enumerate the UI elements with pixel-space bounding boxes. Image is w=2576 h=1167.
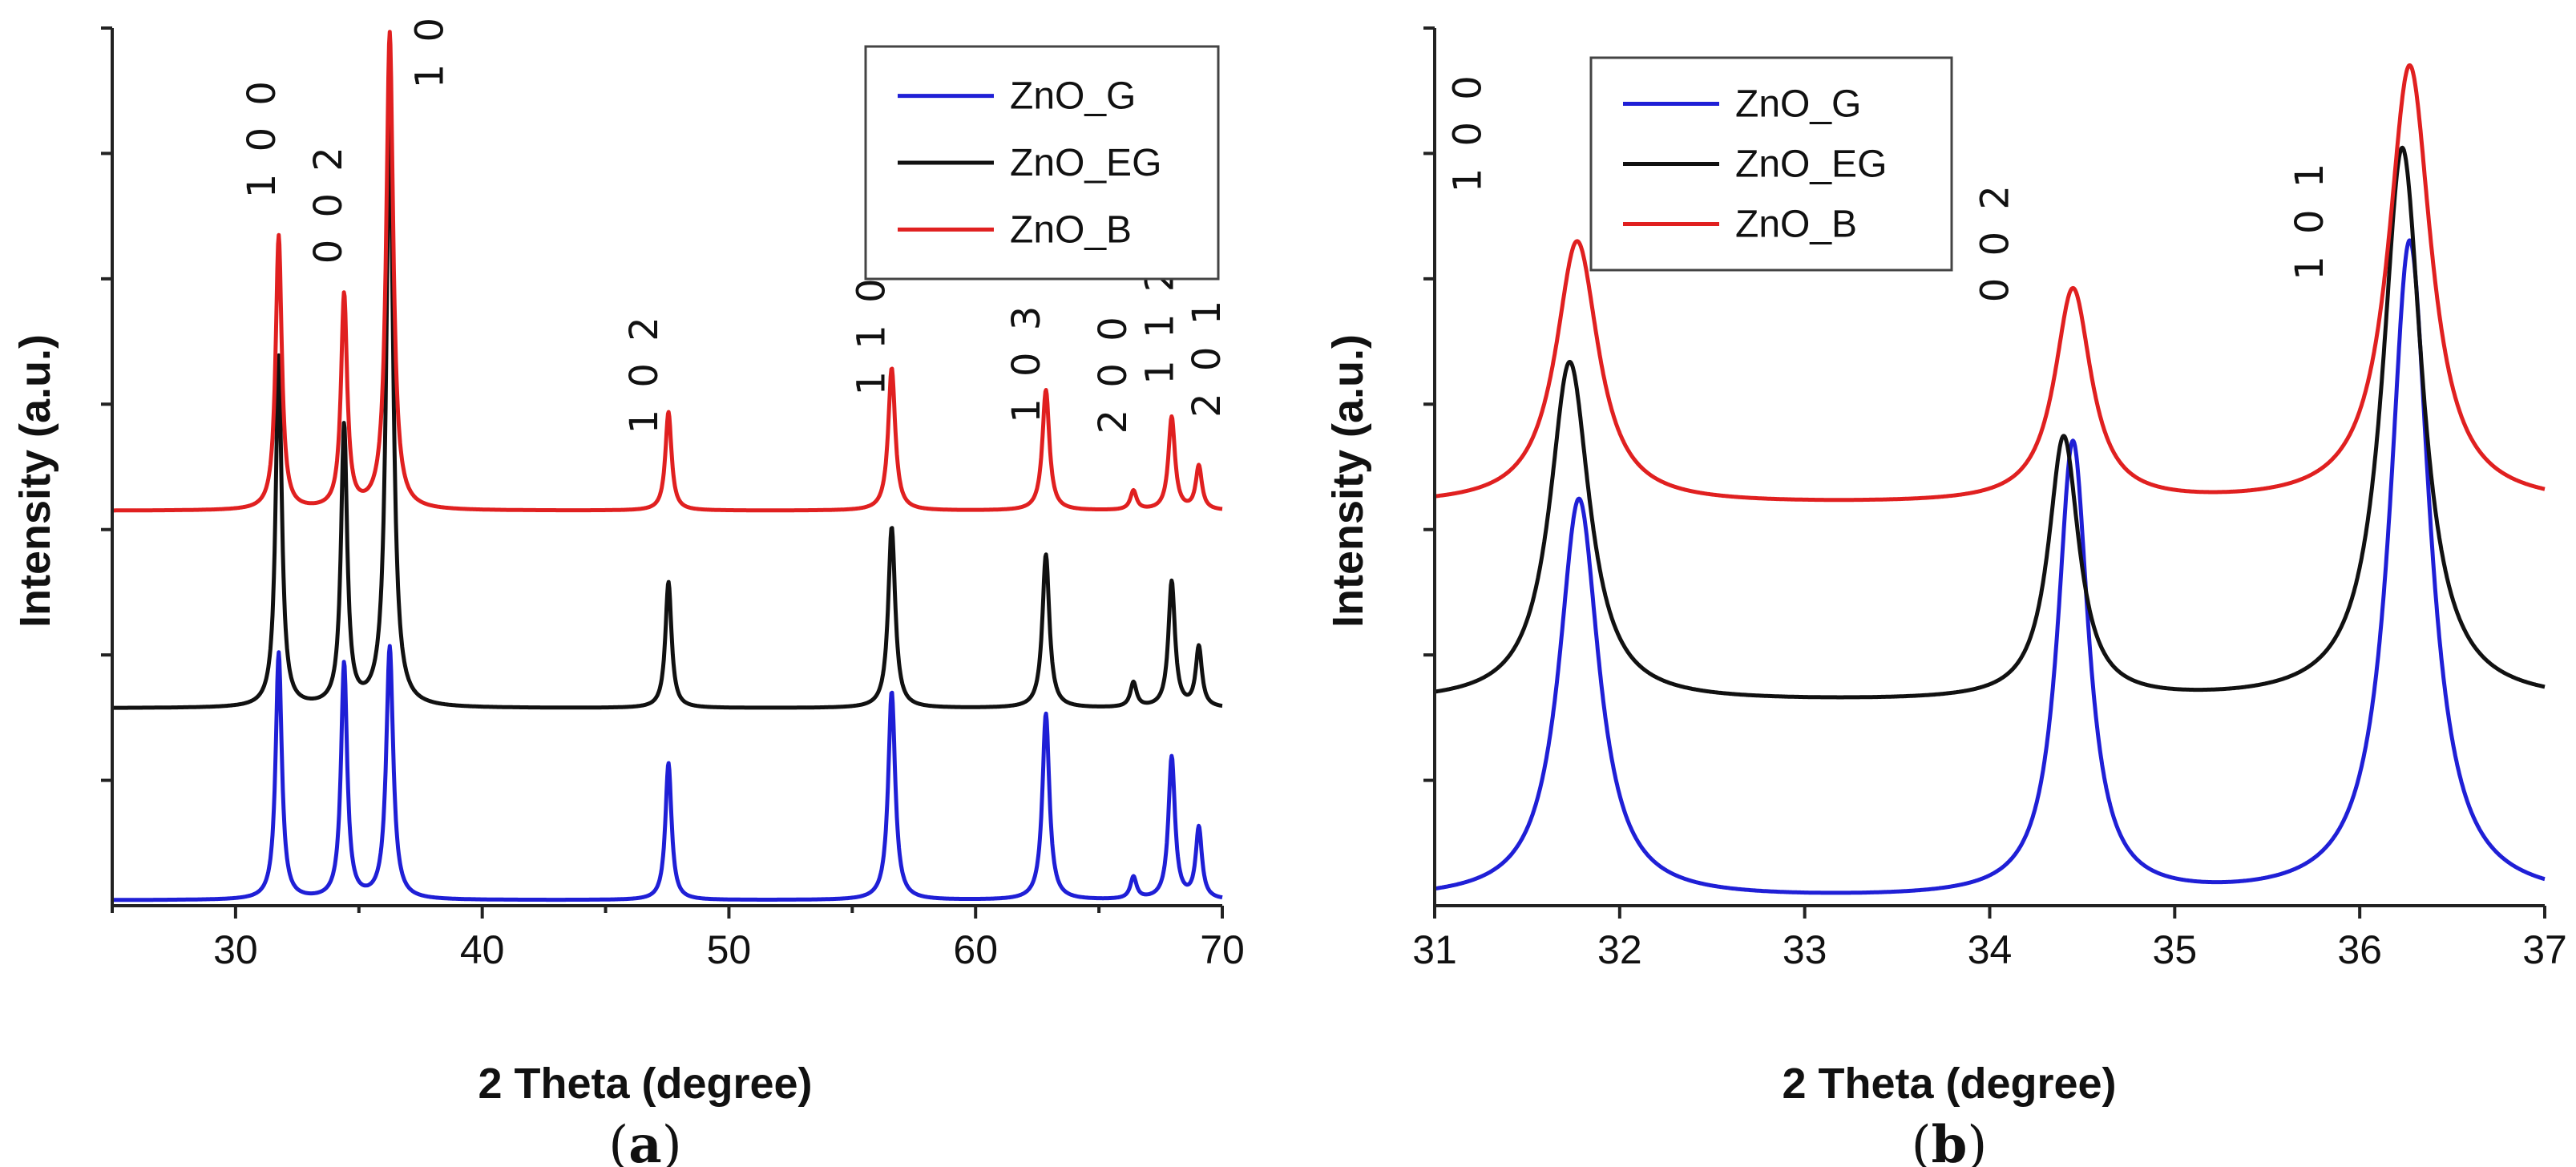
x-tick-label: 34 <box>1968 927 2013 972</box>
series-line-zno-eg <box>111 111 1224 710</box>
legend-entry-label: ZnO_EG <box>1735 143 1887 186</box>
series-group-a <box>111 30 1224 903</box>
x-tick-label: 70 <box>1200 927 1245 972</box>
peak-label: 1 0 1 <box>2287 159 2332 281</box>
x-tick-label: 35 <box>2153 927 2198 972</box>
x-axis-title-b: 2 Theta (degree) <box>1782 1060 2116 1108</box>
legend-entry-label: ZnO_EG <box>1010 142 1161 184</box>
y-axis-title-a: Intensity (a.u.) <box>11 334 59 628</box>
peak-label: 1 1 2 <box>1137 263 1182 385</box>
peak-label: 0 0 2 <box>1973 180 2018 302</box>
x-tick-label: 30 <box>213 927 258 972</box>
x-tick-label: 60 <box>953 927 998 972</box>
y-axis-title-b: Intensity (a.u.) <box>1324 334 1372 628</box>
series-line-zno-b <box>111 30 1224 513</box>
x-tick-label: 33 <box>1783 927 1827 972</box>
axes-b: 31 32 33 34 35 36 37 <box>1412 26 2567 972</box>
x-tick-label: 36 <box>2337 927 2382 972</box>
series-line-zno-eg <box>1433 145 2546 700</box>
panel-label-a: (a) <box>608 1115 681 1167</box>
x-tick-label: 32 <box>1597 927 1642 972</box>
peak-label: 1 0 0 <box>240 76 285 198</box>
x-tick-label: 37 <box>2522 927 2567 972</box>
x-tick-label: 50 <box>707 927 752 972</box>
x-axis-title-a: 2 Theta (degree) <box>478 1060 812 1108</box>
panel-label-b: (b) <box>1912 1115 1988 1167</box>
peak-label: 1 0 0 <box>1446 71 1491 192</box>
x-tick-label: 40 <box>460 927 505 972</box>
series-line-zno-g <box>1433 238 2546 895</box>
peak-label: 2 0 1 <box>1185 296 1229 418</box>
peak-label: 1 0 3 <box>1004 301 1049 423</box>
series-line-zno-g <box>111 644 1224 903</box>
legend-b: ZnO_G ZnO_EG ZnO_B <box>1589 56 1953 272</box>
series-line-zno-b <box>1433 63 2546 503</box>
legend-entry-label: ZnO_B <box>1735 204 1857 246</box>
axes-a: 30 40 50 60 70 <box>101 26 1245 972</box>
x-tick-label: 31 <box>1412 927 1457 972</box>
legend-a: ZnO_G ZnO_EG ZnO_B <box>864 45 1220 281</box>
peak-label: 2 0 0 <box>1091 312 1136 434</box>
peak-label: 1 0 1 <box>407 0 452 88</box>
peak-label: 1 0 2 <box>622 312 667 434</box>
peak-label: 1 1 0 <box>849 273 894 395</box>
peak-labels-b: 1 0 0 0 0 2 1 0 1 <box>1446 71 2332 302</box>
series-group-b <box>1433 63 2546 895</box>
legend-entry-label: ZnO_B <box>1010 208 1132 251</box>
peak-label: 0 0 2 <box>306 142 351 264</box>
legend-entry-label: ZnO_G <box>1010 75 1136 118</box>
legend-entry-label: ZnO_G <box>1735 83 1861 126</box>
